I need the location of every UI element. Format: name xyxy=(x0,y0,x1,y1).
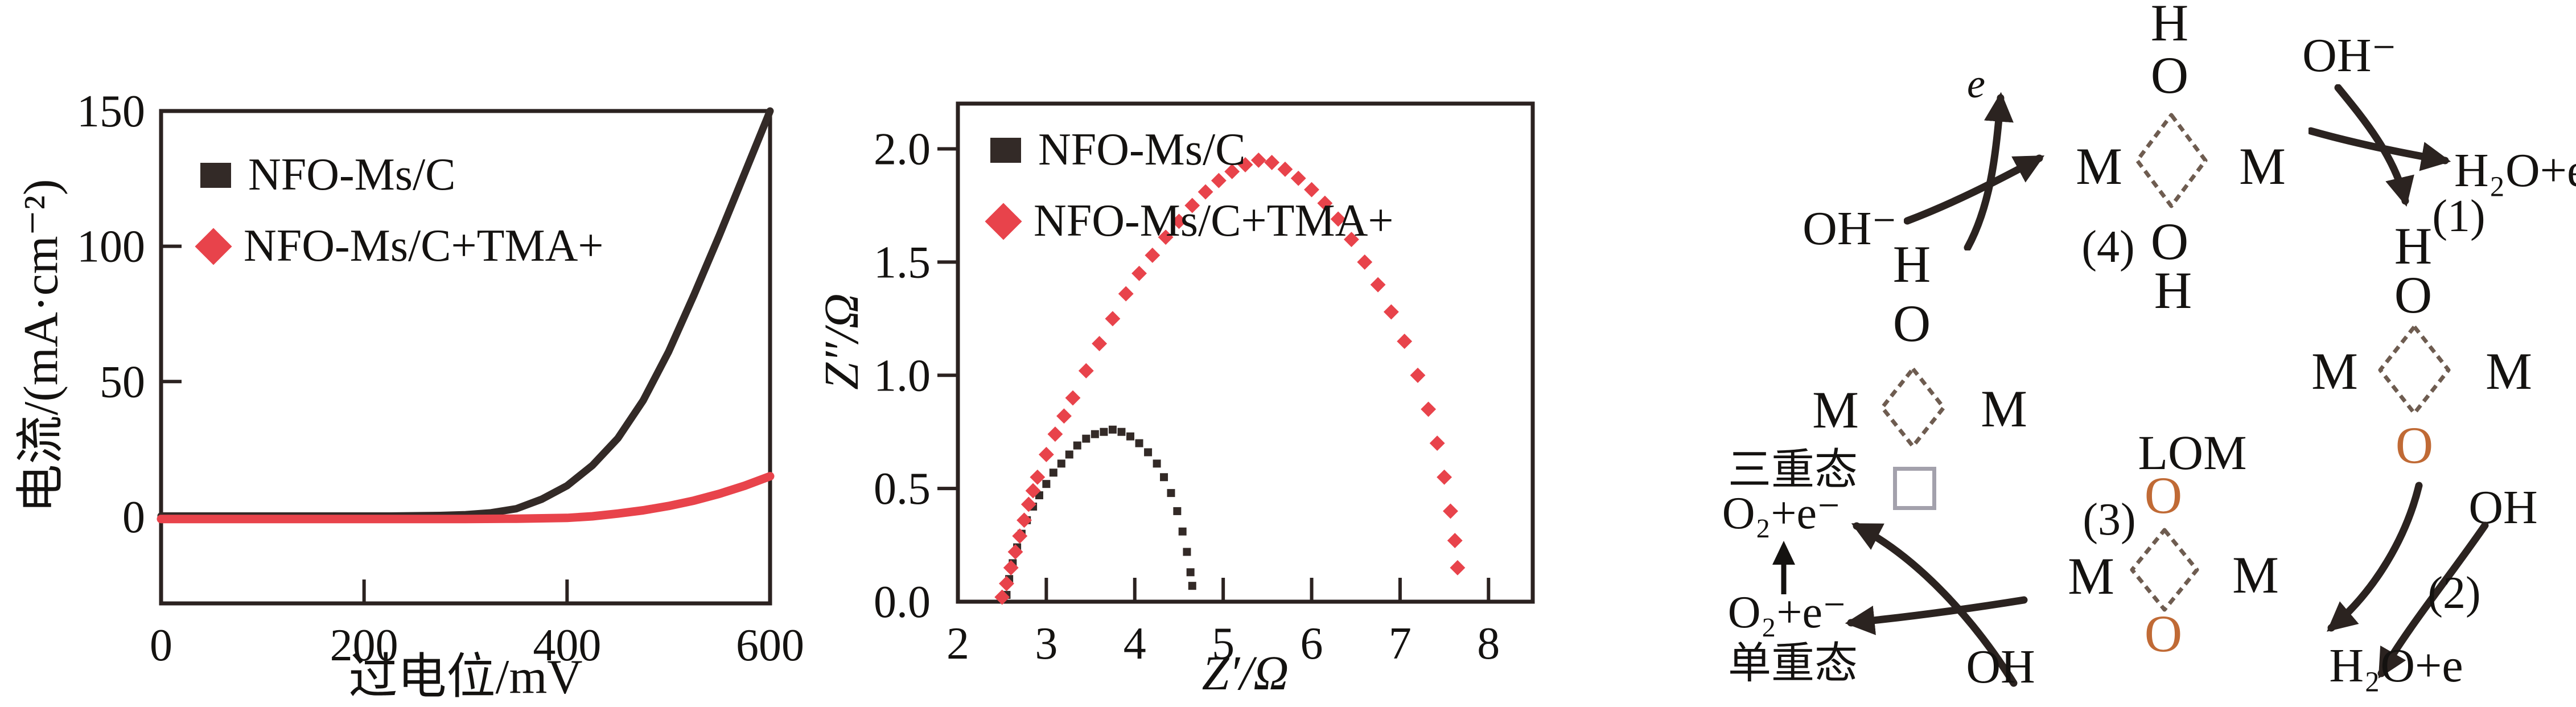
square-marker-icon xyxy=(200,162,231,188)
reaction-arrows-top-left-icon xyxy=(1904,92,2045,250)
polarization-x-axis-label: 过电位/mV xyxy=(348,649,583,704)
metal-bridge-diamond-icon xyxy=(2135,113,2208,208)
svg-text:5: 5 xyxy=(1212,619,1234,669)
nyquist-x-axis-label: Z′/Ω xyxy=(1201,646,1289,700)
reaction-arrows-bottom-left-icon xyxy=(1845,522,2028,687)
step-label-3: (3) xyxy=(2083,495,2136,545)
electron-label: e xyxy=(1967,61,1985,106)
legend-item-nfo: NFO-Ms/C xyxy=(990,124,1394,176)
metal-label: M xyxy=(2486,342,2532,400)
legend-label: NFO-Ms/C xyxy=(248,150,456,200)
svg-text:1.0: 1.0 xyxy=(874,351,931,401)
svg-text:8: 8 xyxy=(1477,619,1500,669)
nyquist-legend: NFO-Ms/C NFO-Ms/C+TMA+ xyxy=(985,124,1394,247)
water-electron-label: H₂O+e xyxy=(2454,144,2576,197)
metal-label: M xyxy=(1981,380,2027,438)
oxygen-electron-label: O₂+e⁻ xyxy=(1722,488,1841,539)
diamond-marker-icon xyxy=(985,202,1022,240)
legend-item-nfo-tma: NFO-Ms/C+TMA+ xyxy=(985,195,1394,247)
svg-text:2: 2 xyxy=(947,619,969,669)
step-label-2: (2) xyxy=(2427,568,2481,618)
singlet-state-label: 单重态 xyxy=(1728,640,1858,688)
reaction-arrows-bottom-right-icon xyxy=(2327,482,2489,679)
oxygen-label: O xyxy=(2394,266,2433,324)
oxygen-electron-label: O₂+e⁻ xyxy=(1727,587,1847,638)
spin-transition-up-arrow-icon xyxy=(1772,541,1795,594)
hydroxide-label: OH⁻ xyxy=(1803,202,1897,255)
svg-text:1.5: 1.5 xyxy=(874,237,931,287)
svg-text:0.0: 0.0 xyxy=(874,577,931,627)
water-electron-label: H₂O+e xyxy=(2329,639,2463,692)
hydrogen-label: H xyxy=(1892,235,1931,293)
svg-text:100: 100 xyxy=(77,222,145,272)
nyquist-y-axis-label: Z″/Ω xyxy=(814,293,869,390)
oxygen-label: O xyxy=(2150,212,2189,270)
lattice-oxygen-label: O xyxy=(2144,605,2183,663)
square-marker-icon xyxy=(990,137,1021,163)
hydrogen-label: H xyxy=(2150,0,2189,52)
lattice-oxygen-label: O xyxy=(2395,416,2434,474)
oxygen-label: O xyxy=(2150,46,2189,104)
svg-text:0: 0 xyxy=(150,620,172,671)
metal-label: M xyxy=(1812,381,1859,439)
hydrogen-label: H xyxy=(2154,261,2192,319)
svg-text:400: 400 xyxy=(533,620,601,671)
hydrogen-label: H xyxy=(2394,217,2433,275)
legend-label: NFO-Ms/C xyxy=(1038,125,1246,175)
metal-label: M xyxy=(2239,137,2286,195)
legend-label: NFO-Ms/C+TMA+ xyxy=(244,221,604,271)
step-label-4: (4) xyxy=(2081,222,2135,272)
lom-mechanism-diagram: LOM H O M M O H (4) e OH⁻ OH⁻ H₂O+e (1) … xyxy=(1707,0,2576,707)
metal-label: M xyxy=(2311,342,2358,400)
svg-text:50: 50 xyxy=(100,357,145,407)
oxygen-label: O xyxy=(1892,294,1931,352)
svg-text:0: 0 xyxy=(122,492,145,542)
metal-bridge-diamond-icon xyxy=(2378,324,2451,416)
svg-text:2.0: 2.0 xyxy=(874,125,931,175)
svg-text:150: 150 xyxy=(77,87,145,137)
hydroxyl-label: OH xyxy=(2468,481,2538,534)
triplet-state-label: 三重态 xyxy=(1728,446,1858,494)
svg-text:200: 200 xyxy=(330,620,398,671)
metal-label: M xyxy=(2076,137,2122,195)
polarization-legend: NFO-Ms/C NFO-Ms/C+TMA+ xyxy=(195,149,604,272)
svg-text:4: 4 xyxy=(1124,619,1146,669)
legend-item-nfo-tma: NFO-Ms/C+TMA+ xyxy=(195,220,604,272)
metal-label: M xyxy=(2232,546,2279,604)
metal-bridge-diamond-icon xyxy=(1880,367,1946,449)
svg-text:600: 600 xyxy=(736,620,804,671)
metal-label: M xyxy=(2068,547,2114,605)
svg-text:7: 7 xyxy=(1389,619,1412,669)
metal-bridge-diamond-icon xyxy=(2130,528,2199,612)
lattice-oxygen-label: O xyxy=(2144,466,2183,524)
svg-text:6: 6 xyxy=(1301,619,1323,669)
legend-item-nfo: NFO-Ms/C xyxy=(200,149,604,201)
hydroxide-label: OH⁻ xyxy=(2302,29,2397,82)
hydroxyl-label: OH xyxy=(1966,640,2035,693)
reaction-arrows-top-right-icon xyxy=(2308,84,2451,207)
step-label-1: (1) xyxy=(2432,191,2486,241)
legend-label: NFO-Ms/C+TMA+ xyxy=(1034,196,1394,246)
svg-text:0.5: 0.5 xyxy=(874,464,931,514)
oxygen-vacancy-square-icon xyxy=(1893,467,1936,510)
lom-label: LOM xyxy=(2138,425,2247,480)
svg-text:3: 3 xyxy=(1035,619,1057,669)
